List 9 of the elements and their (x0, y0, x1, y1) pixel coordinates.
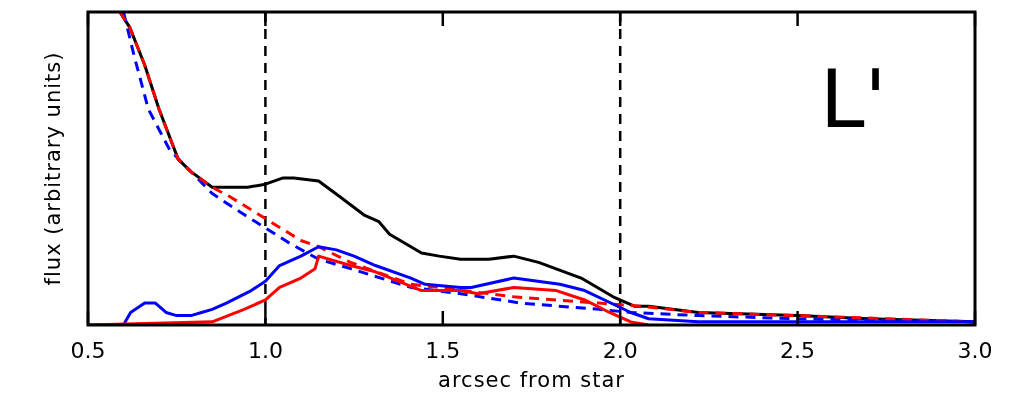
x-tick-label: 1.0 (247, 338, 283, 363)
x-tick-label: 0.5 (70, 338, 106, 363)
x-axis-title: arcsec from star (438, 368, 625, 392)
annotation: L' (820, 53, 887, 146)
x-tick-label: 2.0 (602, 338, 638, 363)
x-tick-label: 2.5 (780, 338, 816, 363)
x-tick-label: 3.0 (957, 338, 993, 363)
y-axis-title: flux (arbitrary units) (41, 51, 65, 286)
x-tick-label: 1.5 (425, 338, 461, 363)
